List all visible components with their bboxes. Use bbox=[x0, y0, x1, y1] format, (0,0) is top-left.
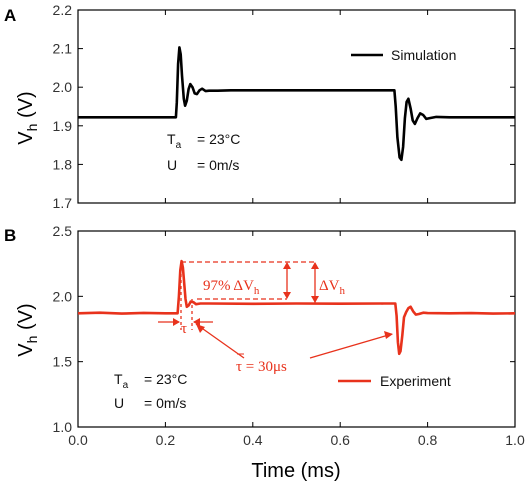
panel-b-x-axis: 0.0 0.2 0.4 0.6 0.8 1.0 bbox=[68, 231, 525, 448]
panel-a-y-tick-label: 2.1 bbox=[53, 41, 73, 57]
panel-b-label: B bbox=[4, 226, 16, 245]
panel-b-x-tick-label: 0.0 bbox=[68, 432, 88, 448]
arrowhead bbox=[196, 324, 205, 333]
arrowhead-down bbox=[283, 292, 291, 299]
panel-a-flow-label: U bbox=[167, 157, 177, 173]
panel-b-y-tick-label: 1.0 bbox=[53, 419, 73, 435]
x-axis-title: Time (ms) bbox=[251, 460, 340, 482]
tau-pointer-left bbox=[195, 323, 245, 359]
arrowhead-up bbox=[311, 262, 319, 269]
panel-a-y-axis-title: Vh (V) bbox=[15, 91, 40, 144]
panel-b-x-tick-label: 0.8 bbox=[418, 432, 438, 448]
panel-a-y-tick-label: 1.9 bbox=[53, 118, 73, 134]
panel-b-y-tick-label: 2.5 bbox=[53, 223, 73, 239]
panel-b-x-tick-label: 0.2 bbox=[156, 432, 176, 448]
panel-b-flow-value: = 0m/s bbox=[144, 395, 186, 411]
panel-b-x-tick-label: 0.6 bbox=[330, 432, 350, 448]
arrowhead-up bbox=[283, 262, 291, 269]
delta-annotation-guides bbox=[158, 261, 393, 359]
panel-a-legend: Simulation bbox=[351, 47, 456, 63]
arrowhead bbox=[384, 331, 393, 339]
panel-b-y-tick-label: 2.0 bbox=[53, 288, 73, 304]
ninety-seven-percent-label: 97% ΔVh bbox=[203, 278, 260, 297]
panel-a-y-tick-label: 2.2 bbox=[53, 2, 73, 18]
arrowhead-left bbox=[193, 318, 200, 326]
panel-b-temperature-label: Ta bbox=[114, 371, 129, 391]
panel-a-flow-value: = 0m/s bbox=[197, 157, 239, 173]
panel-b-flow-label: U bbox=[114, 395, 124, 411]
panel-b-x-tick-label: 0.4 bbox=[243, 432, 263, 448]
tau-label: τ bbox=[181, 321, 187, 337]
panel-a-frame bbox=[77, 9, 516, 204]
panel-b-frame bbox=[77, 230, 516, 428]
delta-vh-label: ΔVh bbox=[319, 278, 345, 297]
panel-b-y-tick-label: 1.5 bbox=[53, 354, 73, 370]
panel-b-y-axis-title: Vh (V) bbox=[15, 303, 40, 356]
panel-a-label: A bbox=[4, 6, 16, 25]
panel-a-y-tick-label: 1.7 bbox=[53, 195, 73, 211]
panel-a: A 1.7 1.8 1.9 2.0 2.1 2.2 Vh (V) Simulation T… bbox=[4, 2, 516, 211]
panel-b-legend: Experiment bbox=[338, 373, 451, 389]
simulation-series-line bbox=[78, 46, 515, 162]
arrowhead-down bbox=[311, 296, 319, 303]
experiment-series-line bbox=[77, 259, 516, 356]
panel-b-temperature-value: = 23°C bbox=[144, 371, 187, 387]
panel-a-y-axis: 1.7 1.8 1.9 2.0 2.1 2.2 bbox=[53, 2, 515, 211]
tau-pointer-right bbox=[309, 333, 393, 359]
panel-a-x-axis bbox=[77, 10, 516, 203]
experiment-legend-label: Experiment bbox=[380, 373, 451, 389]
panel-b-x-tick-label: 1.0 bbox=[505, 432, 525, 448]
arrowhead-right bbox=[173, 318, 180, 326]
panel-a-temperature-label: Ta bbox=[167, 131, 182, 151]
panel-a-temperature-value: = 23°C bbox=[197, 131, 240, 147]
simulation-legend-label: Simulation bbox=[391, 47, 456, 63]
panel-b: B 1.0 1.5 2.0 2.5 0.0 0.2 0.4 0.6 0.8 1.0 Vh (V)… bbox=[4, 223, 525, 482]
panel-a-y-tick-label: 2.0 bbox=[53, 79, 73, 95]
panel-b-y-axis: 1.0 1.5 2.0 2.5 bbox=[53, 223, 515, 435]
tau-value-label: τ = 30μs bbox=[236, 359, 287, 375]
panel-a-y-tick-label: 1.8 bbox=[53, 156, 73, 172]
